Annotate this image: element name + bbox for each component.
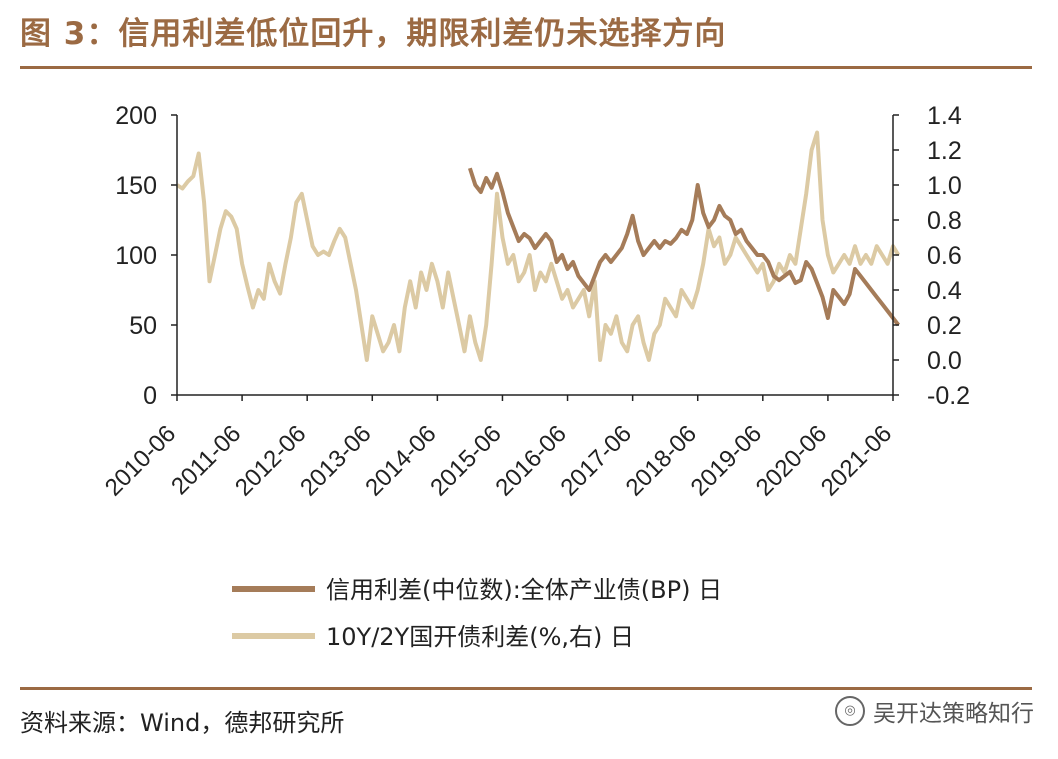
x-axis: 2010-062011-062012-062013-062014-062015-…: [100, 394, 897, 502]
right-tick-label: 1.2: [927, 137, 962, 165]
wechat-icon: ◎: [835, 696, 865, 726]
page-title: 图 3：信用利差低位回升，期限利差仍未选择方向: [20, 16, 727, 52]
right-tick-label: 1.4: [927, 102, 962, 130]
left-tick-label: 100: [115, 242, 157, 270]
plot-area: [175, 130, 901, 362]
x-tick-label: 2012-06: [230, 420, 311, 501]
x-tick-label: 2021-06: [816, 420, 897, 501]
x-tick-label: 2015-06: [425, 420, 506, 501]
series-line-credit-spread: [467, 167, 900, 327]
right-tick-label: -0.2: [927, 382, 970, 410]
chart: 0 50 100 150 200 -0.2 0.0 0.2 0.4 0.6 0.8 1.0 1.2 1.…: [100, 102, 970, 651]
right-y-axis: -0.2 0.0 0.2 0.4 0.6 0.8 1.0 1.2 1.4: [892, 102, 970, 410]
watermark-text: 吴开达策略知行: [873, 701, 1034, 727]
x-tick-label: 2011-06: [166, 420, 246, 500]
legend-label-credit-spread: 信用利差(中位数):全体产业债(BP) 日: [326, 576, 722, 604]
footer-divider: [20, 687, 1032, 690]
x-tick-label: 2019-06: [686, 420, 767, 501]
left-tick-label: 200: [115, 102, 157, 130]
watermark: ◎ 吴开达策略知行: [835, 694, 1034, 728]
right-tick-label: 0.6: [927, 242, 962, 270]
right-tick-label: 0.2: [927, 312, 962, 340]
x-tick-label: 2013-06: [295, 420, 376, 501]
x-tick-label: 2018-06: [621, 420, 702, 501]
right-tick-label: 0.0: [927, 347, 962, 375]
legend-item-term-spread: 10Y/2Y国开债利差(%,右) 日: [232, 623, 634, 651]
title-divider: [20, 66, 1032, 69]
source-note: 资料来源：Wind，德邦研究所: [20, 709, 345, 737]
x-tick-label: 2017-06: [556, 420, 637, 501]
x-tick-label: 2020-06: [751, 420, 832, 501]
left-tick-label: 50: [129, 312, 157, 340]
left-tick-label: 150: [115, 172, 157, 200]
legend-label-term-spread: 10Y/2Y国开债利差(%,右) 日: [326, 623, 634, 651]
left-y-axis: 0 50 100 150 200: [115, 102, 178, 410]
legend: 信用利差(中位数):全体产业债(BP) 日 10Y/2Y国开债利差(%,右) 日: [232, 576, 722, 651]
x-tick-label: 2010-06: [100, 420, 181, 501]
right-tick-label: 0.8: [927, 207, 962, 235]
right-tick-label: 1.0: [927, 172, 962, 200]
right-tick-label: 0.4: [927, 277, 962, 305]
legend-item-credit-spread: 信用利差(中位数):全体产业债(BP) 日: [232, 576, 722, 604]
series-line-term-spread: [175, 130, 901, 362]
left-tick-label: 0: [143, 382, 157, 410]
x-tick-label: 2014-06: [360, 420, 441, 501]
x-tick-label: 2016-06: [490, 420, 571, 501]
